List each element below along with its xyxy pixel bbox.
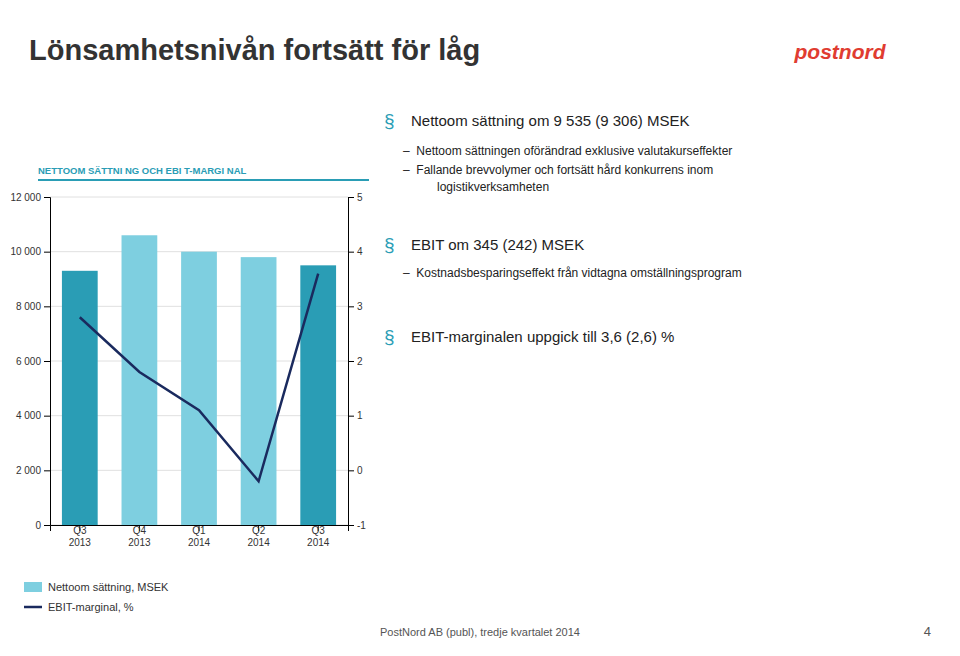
tick-label: Q42013 (128, 525, 151, 548)
tick-mark (44, 306, 50, 307)
tick: 12 000 (10, 192, 50, 203)
section-header: Nettoom sättning om 9 535 (9 306) MSEK (411, 112, 689, 129)
bar-series (62, 235, 336, 525)
tick-label: Q22014 (247, 525, 270, 548)
title: Lönsamhetsnivån fortsätt för låg (29, 34, 480, 66)
legend: Nettoom sättning, MSEK EBIT-marginal, % (24, 581, 169, 613)
tick: Q32013 (69, 525, 92, 548)
tick: Q32014 (307, 525, 330, 548)
bar (300, 265, 336, 525)
legend-label: Nettoom sättning, MSEK (48, 581, 169, 593)
tick: Q12014 (188, 525, 211, 548)
tick: 0 (35, 520, 50, 531)
legend-label: EBIT-marginal, % (48, 601, 134, 613)
tick-label: 6 000 (16, 356, 41, 367)
section-mark: § (384, 234, 395, 255)
marks (62, 235, 336, 525)
x-axis: Q32013 Q42013 Q12014 Q22014 Q32014 (51, 525, 349, 548)
tick: 1 (348, 410, 363, 421)
tick-label: 2 (357, 356, 363, 367)
line (80, 274, 318, 482)
y2-axis: -1 0 1 2 3 4 5 (348, 192, 366, 531)
tick-mark (348, 306, 354, 307)
tick-label: 0 (357, 465, 363, 476)
legend-item: Nettoom sättning, MSEK (24, 581, 169, 593)
tick-mark (348, 252, 354, 253)
tick-label: 5 (357, 192, 363, 203)
tick-label: 10 000 (10, 246, 41, 257)
tick-label: 0 (35, 520, 41, 531)
tick: 0 (348, 465, 363, 476)
subtitle: NETTOOM SÄTTNI NG OCH EBI T-MARGI NAL (38, 165, 246, 176)
axis-line (349, 198, 355, 526)
bar (181, 252, 217, 525)
tick: -1 (348, 520, 366, 531)
tick-label: 12 000 (10, 192, 41, 203)
bullet: logistikverksamheten (437, 180, 549, 194)
section-mark: § (384, 326, 395, 347)
tick: 10 000 (10, 246, 50, 257)
bar (62, 271, 98, 525)
tick-label: 3 (357, 301, 363, 312)
section-mark: § (384, 110, 395, 131)
tick-label: 4 000 (16, 410, 41, 421)
tick-mark (348, 416, 354, 417)
bullet: – Fallande brevvolymer och fortsätt hård… (403, 163, 713, 177)
section-header: EBIT-marginalen uppgick till 3,6 (2,6) % (411, 328, 674, 345)
tick: Q22014 (247, 525, 270, 548)
footer: PostNord AB (publ), tredje kvartalet 201… (380, 626, 580, 638)
tick-label: -1 (357, 520, 366, 531)
legend-swatch (24, 606, 42, 609)
tick-label: Q12014 (188, 525, 211, 548)
tick: 2 (348, 356, 363, 367)
axis-line (44, 198, 51, 526)
tick-mark (44, 361, 50, 362)
grid-line (50, 197, 348, 198)
tick-mark (44, 252, 50, 253)
tick: 2 000 (16, 465, 50, 476)
tick-mark (348, 197, 354, 198)
tick: Q42013 (128, 525, 151, 548)
chart: Lönsamhetsnivån fortsätt för låg NETTOOM … (0, 0, 960, 656)
bullet: – Kostnadsbesparingseffekt från vidtagna… (403, 266, 742, 280)
tick-mark (44, 416, 50, 417)
tick-mark (44, 470, 50, 471)
tick-label: 1 (357, 410, 363, 421)
bullet: – Nettoom sättningen oförändrad exklusiv… (403, 144, 732, 158)
tick-mark (348, 470, 354, 471)
tick: 3 (348, 301, 363, 312)
tick: 6 000 (16, 356, 50, 367)
tick-label: 8 000 (16, 301, 41, 312)
tick-label: 2 000 (16, 465, 41, 476)
tick: 5 (348, 192, 363, 203)
tick-mark (44, 197, 50, 198)
subtitle-underline (38, 179, 369, 181)
slide-number: 4 (924, 624, 931, 639)
tick: 4 (348, 246, 363, 257)
bar (241, 257, 277, 525)
tick-label: Q32013 (69, 525, 92, 548)
tick-label: Q32014 (307, 525, 330, 548)
section-header: EBIT om 345 (242) MSEK (411, 236, 584, 253)
legend-swatch (24, 582, 42, 592)
tick-mark (348, 361, 354, 362)
tick-mark (44, 525, 50, 526)
tick-label: 4 (357, 246, 363, 257)
logo: postnord (794, 40, 887, 63)
tick: 8 000 (16, 301, 50, 312)
tick: 4 000 (16, 410, 50, 421)
grid (50, 197, 348, 525)
legend-item: EBIT-marginal, % (24, 601, 134, 613)
y-axis: 0 2 000 4 000 6 000 8 000 10 000 12 000 (10, 192, 50, 531)
